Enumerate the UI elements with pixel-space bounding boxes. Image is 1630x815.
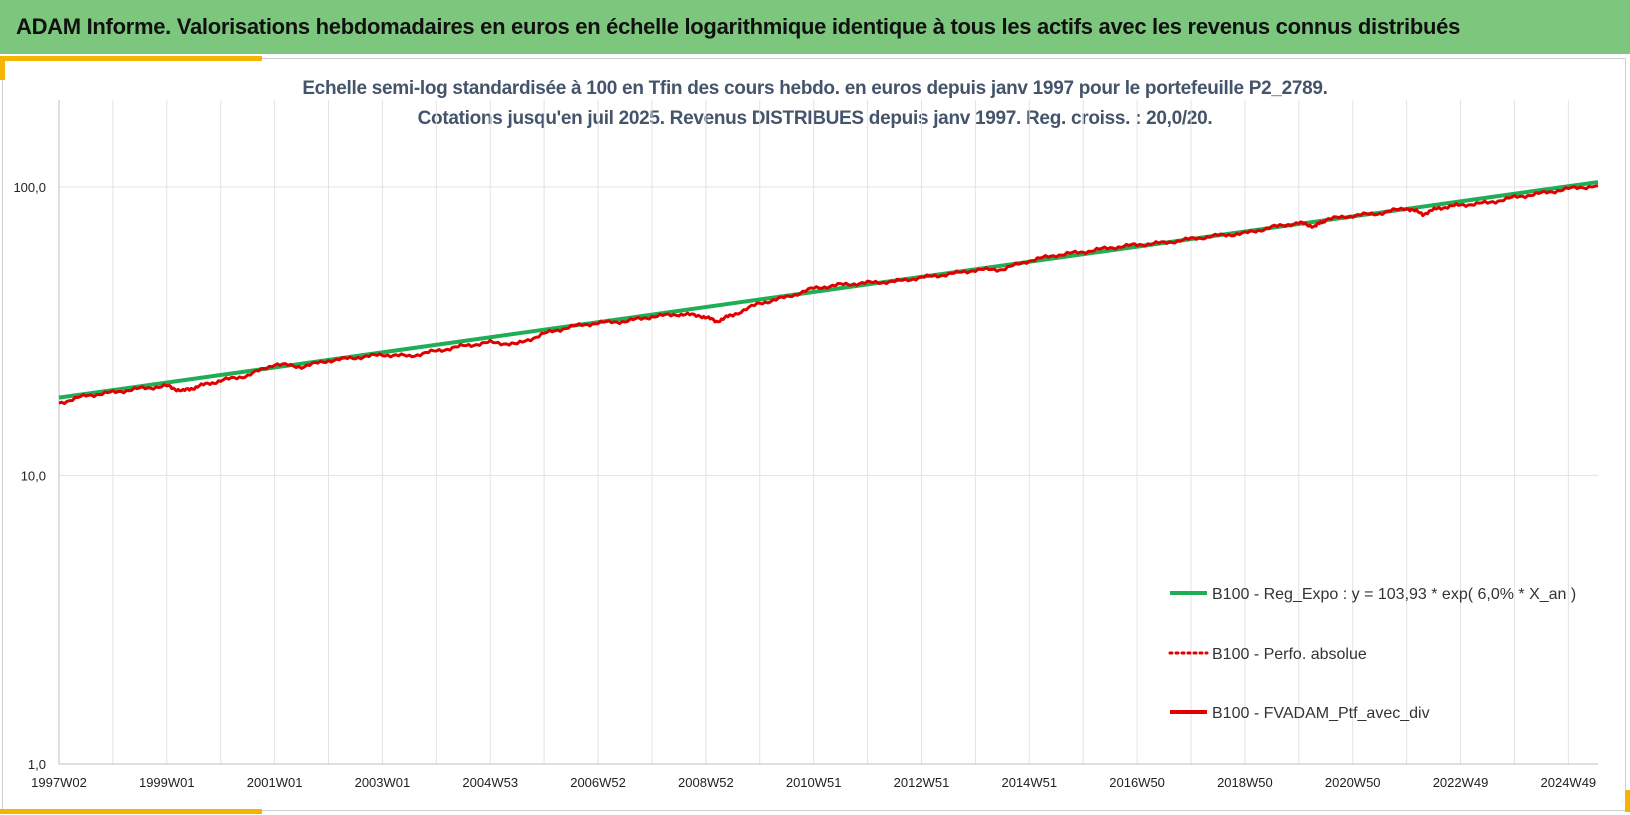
x-tick-label: 1997W02 [31,775,87,790]
y-tick-label: 100,0 [13,180,46,195]
chart-subtitle: Cotations jusqu'en juil 2025. Revenus DI… [417,108,1213,129]
x-tick-label: 1999W01 [139,775,195,790]
x-tick-label: 2003W01 [355,775,411,790]
x-tick-label: 2010W51 [786,775,842,790]
accent-bar-bottom [0,809,262,814]
accent-bar-right [1625,790,1630,812]
x-tick-label: 2022W49 [1433,775,1489,790]
chart-frame [2,58,1626,811]
legend-label: B100 - FVADAM_Ptf_avec_div [1212,705,1430,722]
x-tick-label: 2012W51 [894,775,950,790]
x-tick-label: 2016W50 [1109,775,1165,790]
y-tick-label: 1,0 [28,757,46,772]
series-line-portfolio [58,184,1599,406]
legend-label: B100 - Reg_Expo : y = 103,93 * exp( 6,0%… [1212,586,1576,603]
x-tick-label: 2004W53 [462,775,518,790]
legend-label: B100 - Perfo. absolue [1212,646,1367,663]
x-tick-label: 2008W52 [678,775,734,790]
x-tick-label: 2024W49 [1541,775,1597,790]
x-tick-label: 2006W52 [570,775,626,790]
x-tick-label: 2020W50 [1325,775,1381,790]
accent-bar-left [0,56,5,80]
x-tick-label: 2018W50 [1217,775,1273,790]
x-tick-label: 2014W51 [1001,775,1057,790]
header-bar: ADAM Informe. Valorisations hebdomadaire… [0,0,1630,54]
chart-title: Echelle semi-log standardisée à 100 en T… [302,78,1328,99]
header-title: ADAM Informe. Valorisations hebdomadaire… [16,14,1461,39]
y-tick-label: 10,0 [21,468,46,483]
accent-bar-top [0,56,262,61]
x-tick-label: 2001W01 [247,775,303,790]
